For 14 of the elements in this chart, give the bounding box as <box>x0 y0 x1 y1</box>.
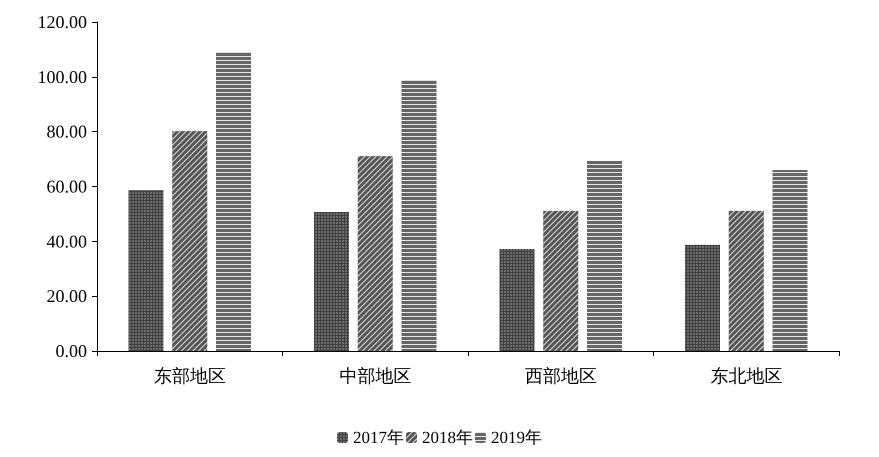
legend-label: 2018年 <box>422 428 473 447</box>
x-tick-label: 中部地区 <box>339 366 412 386</box>
x-tick-label: 东北地区 <box>710 366 782 386</box>
legend-label: 2017年 <box>353 428 404 447</box>
y-tick-label: 80.00 <box>46 122 87 142</box>
y-tick-label: 60.00 <box>46 176 87 196</box>
y-tick-label: 0.00 <box>56 341 87 361</box>
y-tick-label: 100.00 <box>38 66 87 87</box>
x-tick-label: 西部地区 <box>524 366 597 386</box>
y-tick-label: 120.00 <box>38 12 87 32</box>
x-tick-label: 东部地区 <box>154 366 226 386</box>
y-tick-label: 20.00 <box>46 286 87 306</box>
y-tick-label: 40.00 <box>46 231 87 252</box>
legend-label: 2019年 <box>491 428 542 447</box>
